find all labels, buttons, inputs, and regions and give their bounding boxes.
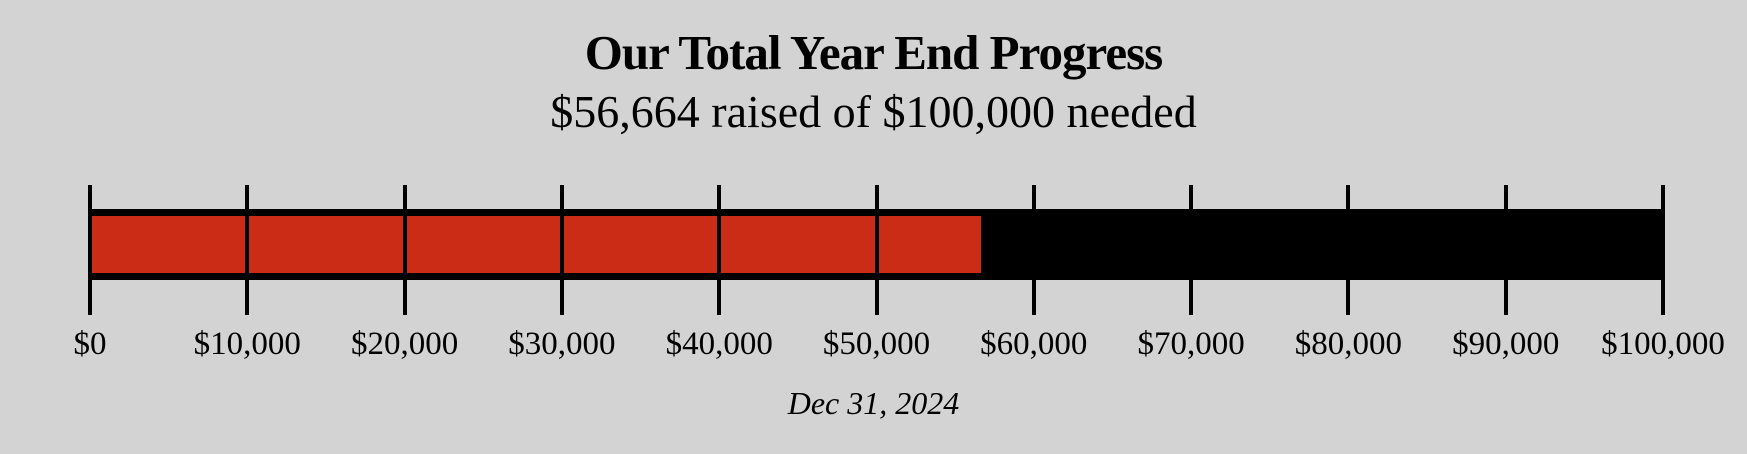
progress-fill <box>90 216 982 273</box>
chart-subtitle: $56,664 raised of $100,000 needed <box>550 86 1197 137</box>
tick-mark <box>402 185 407 315</box>
tick-mark <box>1189 185 1194 315</box>
tick-mark <box>1031 185 1036 315</box>
axis-tick-label: $60,000 <box>980 326 1088 362</box>
axis-tick-label: $70,000 <box>1137 326 1245 362</box>
axis-tick-label: $40,000 <box>665 326 773 362</box>
axis-tick-label: $90,000 <box>1452 326 1560 362</box>
tick-mark <box>874 185 879 315</box>
axis-tick-label: $30,000 <box>508 326 616 362</box>
date-caption: Dec 31, 2024 <box>787 385 960 421</box>
chart-title: Our Total Year End Progress <box>584 25 1163 80</box>
tick-mark <box>1661 185 1665 315</box>
progress-bar-area: $0 $10,000 $20,000 $30,000 $40,000 $50,000 $60… <box>74 0 1725 454</box>
tick-mark <box>559 185 564 315</box>
tick-mark <box>717 185 722 315</box>
tick-mark <box>245 185 250 315</box>
axis-tick-label: $50,000 <box>822 326 931 362</box>
axis-tick-label: $100,000 <box>1601 326 1725 362</box>
tick-mark <box>88 185 92 315</box>
axis-tick-label: $10,000 <box>193 326 301 362</box>
tick-mark <box>1503 185 1508 315</box>
tick-mark <box>1346 185 1351 315</box>
axis-tick-label: $80,000 <box>1294 326 1403 362</box>
axis-tick-label: $0 <box>73 326 107 362</box>
axis-tick-label: $20,000 <box>350 326 459 362</box>
